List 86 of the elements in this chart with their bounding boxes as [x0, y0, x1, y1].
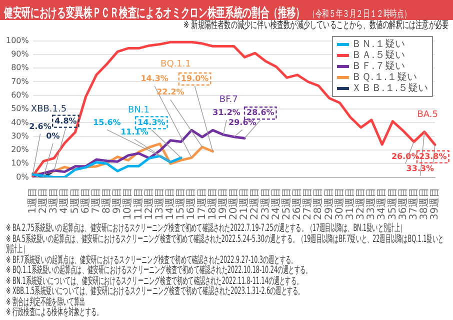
- x-tick-label: 28週目: [313, 187, 324, 220]
- y-tick-label: 70%: [11, 76, 30, 86]
- x-tick-label: 17週目: [196, 187, 208, 220]
- annotation: 14.3%: [138, 118, 166, 127]
- annotation: 23.8%: [419, 152, 447, 161]
- x-tick-label: 25週目: [281, 187, 292, 220]
- annotation: 26.0%: [391, 152, 420, 161]
- x-tick-label: 1週目: [27, 187, 38, 214]
- annotation: BF.7: [219, 94, 238, 105]
- y-tick-label: 50%: [11, 104, 30, 114]
- y-tick-label: 20%: [11, 145, 30, 154]
- x-tick-label: 29週目: [324, 187, 335, 220]
- x-tick-label: 35週目: [387, 187, 398, 220]
- text: ※ BQ.1.1系統疑いの起算点は、健安研におけるスクリーニング検査で初めて確認された2022.10.18-10.24の週とする。: [6, 265, 312, 276]
- text: ※ XBB.1.5系統疑いについては、健安研におけるスクリーニング検査で初めて確認された2023.1.31-2.6の週とする。: [6, 286, 305, 297]
- annotation: 14.3%: [140, 74, 168, 84]
- text: ※ BA.5系統疑いの起算点は、健安研におけるスクリーニング検査で初めて確認された2022.5.24-5.30の週とする。（19週目以降はBF.7疑いと、22週目以降はBQ.1.1疑いと別計上）: [6, 234, 444, 255]
- x-tick-label: 8週目: [102, 187, 113, 214]
- text: ※ 新規陽性者数の減少に伴い検査数が減少していることから、数値の解釈には注意が必要: [184, 20, 449, 32]
- x-tick-label: 24週目: [270, 187, 282, 220]
- annotation: 31.2%: [212, 108, 240, 118]
- y-tick-label: 100%: [6, 36, 30, 45]
- x-tick-label: 5週目: [70, 187, 81, 214]
- x-tick-label: 9週目: [112, 187, 124, 214]
- annotation: 15.6%: [93, 118, 121, 127]
- x-tick-label: 26週目: [292, 187, 304, 220]
- annotation: 29.6%: [228, 118, 256, 127]
- x-tick-label: 18週目: [207, 187, 218, 220]
- x-tick-label: 10週目: [122, 187, 134, 220]
- x-tick-label: 3週目: [48, 187, 60, 214]
- x-tick-label: 27週目: [302, 187, 314, 220]
- text: ※ 行政検査による検体を対象とする。: [6, 307, 104, 318]
- x-tick-label: 16週目: [186, 187, 198, 220]
- legend-label: ＸＢＢ.１.５疑い: [350, 82, 428, 94]
- x-tick-label: 14週目: [165, 187, 176, 220]
- annotation: XBB.1.5: [30, 104, 67, 114]
- y-tick-label: 90%: [11, 50, 30, 59]
- x-tick-label: 11週目: [133, 187, 144, 220]
- text: ※ BF.7系統疑いの起算点は、健安研におけるスクリーニング検査で初めて確認された2022.9.27-10.3の週とする。: [6, 254, 298, 266]
- annotation: 22.2%: [156, 88, 184, 97]
- y-tick-label: 10%: [11, 158, 30, 168]
- chart-title: 健安研における変異株ＰＣＲ検査によるオミクロン株亜系統の割合（推移）: [4, 6, 305, 21]
- text: ※ BN.1系統疑いについては、健安研におけるスクリーニング検査で初めて確認された2022.11.8-11.14の週とする。: [6, 276, 303, 286]
- x-tick-label: 36週目: [398, 187, 409, 220]
- text: ※ BA.2.75系統疑いの起算点は、健安研におけるスクリーニング検査で初めて確認された2022.7.19-7.25の週とする。（17週目以降は、BN.1疑いと別計上）: [6, 223, 407, 234]
- annotation: 19.0%: [180, 74, 209, 84]
- annotation: BQ.1.1: [160, 59, 191, 70]
- y-tick-label: 80%: [11, 63, 30, 72]
- x-tick-label: 13週目: [154, 187, 166, 220]
- x-tick-label: 30週目: [334, 187, 346, 220]
- x-tick-label: 33週目: [366, 187, 378, 220]
- x-tick-label: 6週目: [80, 187, 92, 214]
- y-tick-label: 30%: [11, 131, 30, 140]
- x-tick-label: 39週目: [430, 187, 441, 220]
- chart-subtitle: （令和５年３月２日１２時時点）: [308, 9, 411, 20]
- y-tick-label: 40%: [11, 118, 30, 127]
- x-tick-label: 19週目: [218, 187, 229, 220]
- legend-label: ＢＦ.７疑い: [350, 60, 405, 72]
- x-tick-label: 15週目: [176, 187, 187, 220]
- x-tick-label: 2週目: [38, 187, 50, 214]
- annotation: 4.8%: [54, 116, 77, 126]
- x-tick-label: 22週目: [250, 187, 261, 220]
- y-tick-label: 60%: [11, 90, 30, 100]
- x-tick-label: 23週目: [260, 187, 272, 220]
- annotation: 28.6%: [246, 108, 274, 118]
- annotation: 2.6%: [29, 122, 52, 131]
- x-tick-label: 12週目: [144, 187, 155, 220]
- x-tick-label: 7週目: [90, 187, 102, 214]
- annotation: BN.1: [128, 106, 150, 116]
- annotation: 33.3%: [406, 164, 434, 174]
- x-tick-label: 20週目: [228, 187, 240, 220]
- x-tick-label: 38週目: [419, 187, 430, 220]
- annotation: BA.5: [417, 110, 438, 120]
- legend-label: ＢＮ.１疑い: [350, 38, 406, 50]
- legend-label: ＢＡ.５疑い: [350, 50, 406, 61]
- x-tick-label: 31週目: [344, 187, 356, 220]
- x-tick-label: 37週目: [408, 187, 420, 220]
- annotation: 11.1%: [120, 127, 148, 136]
- text: ※ 割合は判定不能を除いて算出: [6, 296, 86, 308]
- annotation: 0%: [46, 131, 60, 140]
- y-tick-label: 0%: [16, 172, 30, 182]
- x-tick-label: 4週目: [59, 187, 70, 214]
- x-tick-label: 34週目: [376, 187, 388, 220]
- x-tick-label: 32週目: [356, 187, 367, 220]
- x-tick-label: 21週目: [239, 187, 250, 220]
- legend-label: ＢＱ.１.１疑い: [350, 72, 417, 83]
